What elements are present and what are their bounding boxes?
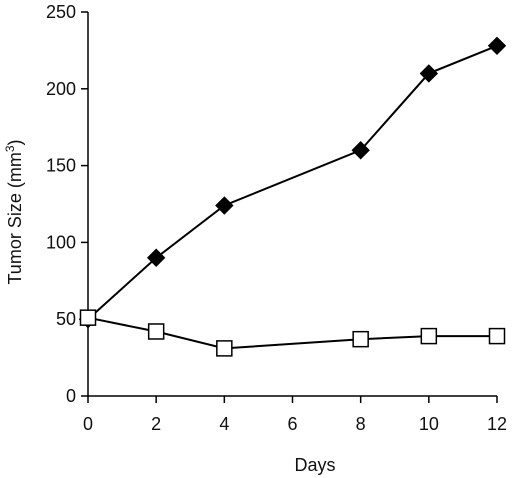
diamond-marker (351, 141, 370, 160)
y-tick-label: 150 (46, 156, 76, 176)
x-tick-label: 4 (219, 414, 229, 434)
diamond-marker (487, 36, 507, 55)
y-axis-title-superscript: 3 (3, 145, 17, 152)
square-marker (352, 330, 369, 348)
y-tick-label: 250 (46, 2, 76, 22)
square-marker (216, 340, 233, 357)
x-axis-ticks: 0 2 4 6 8 10 12 (83, 396, 507, 434)
y-tick-label: 0 (66, 386, 76, 406)
x-tick-label: 0 (83, 414, 93, 434)
series-1-line (87, 44, 498, 320)
x-tick-label: 10 (419, 414, 439, 434)
diamond-marker (146, 248, 166, 267)
diamond-marker (215, 196, 234, 215)
x-tick-label: 8 (356, 414, 366, 434)
x-axis-title: Days (294, 455, 335, 475)
square-marker (147, 323, 165, 340)
y-tick-label: 200 (46, 79, 76, 99)
series-1 (78, 36, 507, 329)
x-tick-label: 2 (151, 414, 161, 434)
series-2 (79, 309, 506, 357)
series-layer (78, 36, 507, 357)
y-axis-title-close: ) (5, 139, 25, 145)
y-tick-label: 50 (56, 309, 76, 329)
y-axis-ticks: 0 50 100 150 200 250 (46, 2, 88, 406)
diamond-marker (419, 64, 439, 83)
series-2-line (87, 316, 497, 350)
square-marker (79, 309, 97, 326)
y-tick-label: 100 (46, 232, 76, 252)
x-tick-label: 12 (487, 414, 507, 434)
y-axis-title: Tumor Size (mm3) (3, 139, 25, 284)
square-marker (488, 327, 506, 345)
square-marker (420, 327, 438, 345)
x-tick-label: 6 (287, 414, 297, 434)
y-axis-title-main: Tumor Size (mm (5, 152, 25, 284)
